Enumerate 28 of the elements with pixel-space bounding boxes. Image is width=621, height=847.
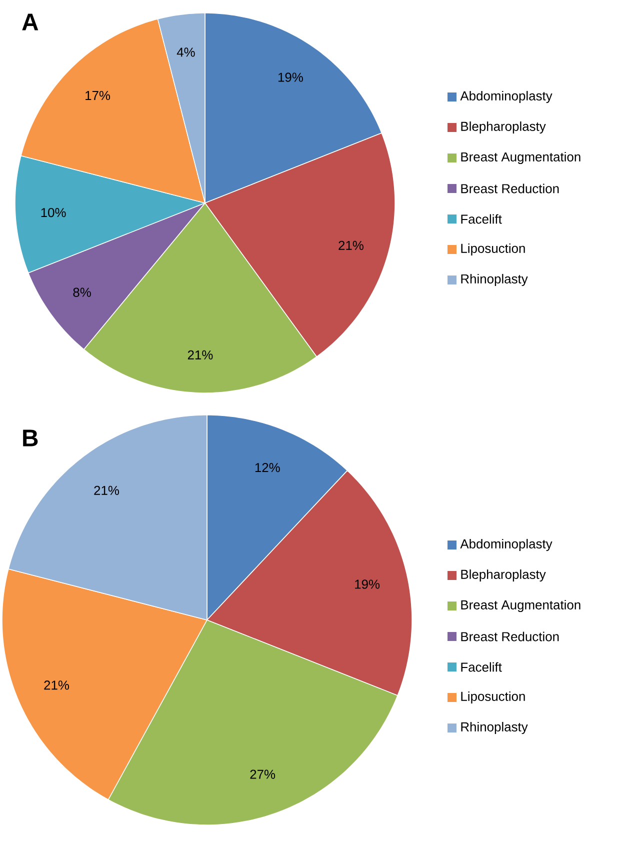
legend-label: Facelift xyxy=(461,214,502,224)
data-label: 21% xyxy=(94,486,119,495)
data-label: 12% xyxy=(255,462,280,472)
legend-label: Breast Reduction xyxy=(461,632,559,642)
legend-label: Abdominoplasty xyxy=(460,538,552,552)
data-label: 19% xyxy=(278,72,303,82)
data-label: 21% xyxy=(338,240,364,250)
legend-label: Liposuction xyxy=(461,691,525,704)
legend-label: Liposuction xyxy=(461,243,525,256)
legend-label: Rhinoplasty xyxy=(461,722,528,734)
data-label: 19% xyxy=(355,580,380,589)
legend-label: Breast Augmentation xyxy=(461,600,580,612)
legend-label: Facelift xyxy=(461,662,502,672)
legend-label: Breast Augmentation xyxy=(461,152,580,164)
legend-label: Breast Reduction xyxy=(461,184,559,194)
data-label: 21% xyxy=(44,680,69,690)
data-label: 10% xyxy=(41,208,66,218)
chart-title: B xyxy=(23,430,38,446)
data-label: 8% xyxy=(73,288,91,297)
legend-label: Abdominoplasty xyxy=(460,90,552,104)
data-label: 17% xyxy=(86,90,110,100)
legend-label: Blepharoplasty xyxy=(461,121,546,134)
legend-label: Blepharoplasty xyxy=(461,569,546,582)
legend-label: Rhinoplasty xyxy=(461,274,528,286)
data-label: 4% xyxy=(176,48,195,57)
data-label: 21% xyxy=(188,350,213,360)
chart-title: A xyxy=(22,14,38,30)
data-label: 27% xyxy=(250,770,276,779)
